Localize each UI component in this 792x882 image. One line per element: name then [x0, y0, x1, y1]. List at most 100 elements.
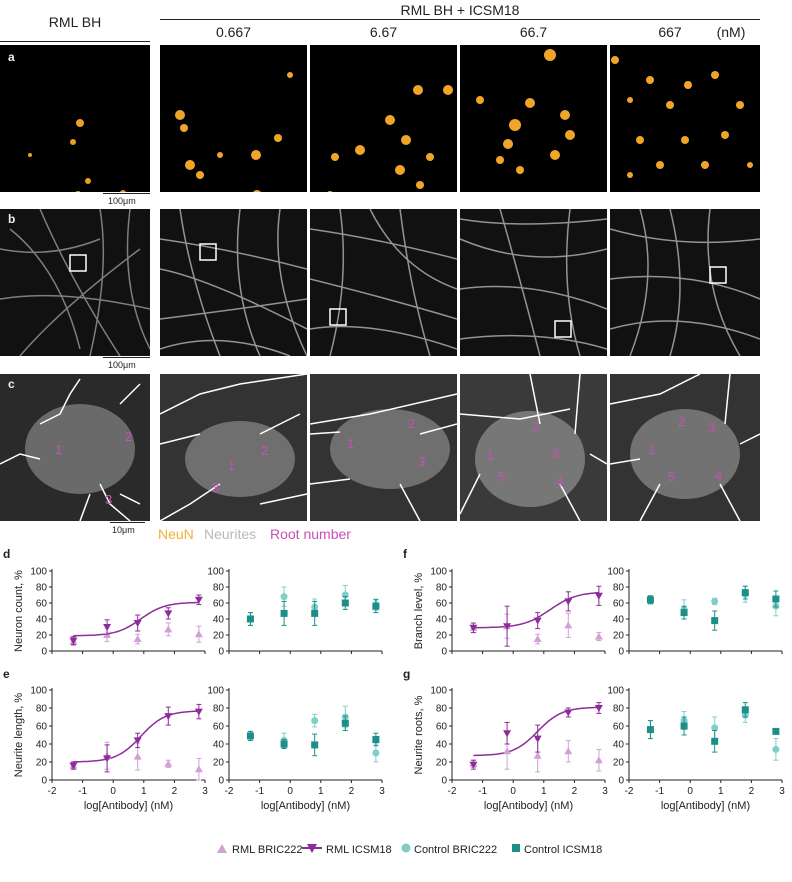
chart-e-control: 0 20 40 60 80 100 -2 -1 0 1 2 3 log[Antibody] (nM): [207, 686, 385, 813]
y-tick-label: 60: [436, 722, 448, 733]
data-point: [133, 737, 142, 745]
y-tick-label: 0: [218, 776, 224, 787]
circle-icon: [401, 843, 411, 853]
concentration-label-4: 667: [658, 24, 682, 40]
y-tick-label: 20: [613, 631, 625, 642]
data-point: [133, 620, 142, 627]
y-tick-label: 80: [613, 583, 625, 594]
y-axis-label: Neuron count, %: [13, 570, 25, 652]
neurite-image-667b: [460, 209, 607, 356]
zoom-image-667: 1 2 3: [310, 374, 457, 521]
y-tick-label: 20: [36, 758, 48, 769]
y-tick-label: 0: [41, 776, 47, 787]
x-tick-label: -2: [225, 786, 234, 797]
root-number: 3: [708, 420, 716, 435]
y-axis-label: Branch level, %: [413, 573, 425, 650]
data-point: [372, 602, 380, 610]
series-legend: RML BRIC222 RML ICSM18 Control BRIC222 C…: [217, 843, 602, 856]
y-tick-label: 40: [36, 615, 48, 626]
x-axis-label: log[Antibody] (nM): [84, 800, 173, 812]
data-point: [503, 730, 512, 738]
neun-image-667: [310, 45, 457, 192]
x-tick-label: 0: [287, 786, 293, 797]
scale-bar-b: [103, 357, 150, 358]
neun-image-0667: [160, 45, 307, 192]
x-tick-label: 1: [318, 786, 324, 797]
data-point: [594, 592, 603, 600]
concentration-label-3: 66.7: [519, 24, 548, 40]
legend-label: Control ICSM18: [524, 844, 602, 856]
square-icon: [512, 844, 520, 852]
data-point: [280, 740, 288, 748]
scale-bar-c: [110, 522, 145, 523]
y-tick-label: 40: [613, 615, 625, 626]
legend-item-control-icsm18: Control ICSM18: [512, 844, 602, 856]
chart-g-control: 0 20 40 60 80 100 -2 -1 0 1 2 3 log[Antibody] (nM): [607, 686, 785, 813]
x-tick-label: 3: [202, 786, 208, 797]
neurite-image-0667: [160, 209, 307, 356]
data-point: [194, 708, 203, 716]
data-point: [680, 609, 688, 617]
data-point: [564, 747, 573, 755]
unit-label: (nM): [716, 24, 746, 40]
data-point: [711, 724, 719, 732]
data-point: [741, 706, 749, 714]
y-tick-label: 40: [213, 740, 225, 751]
data-point: [533, 617, 542, 625]
neun-image-667b: [460, 45, 607, 192]
root-number: 5: [498, 469, 506, 484]
panel-letter-d: d: [3, 547, 11, 561]
data-point: [311, 741, 319, 749]
data-point: [103, 755, 112, 763]
neurite-image-667c: [610, 209, 760, 356]
y-tick-label: 40: [436, 615, 448, 626]
x-tick-label: 3: [779, 786, 785, 797]
data-point: [503, 747, 512, 755]
y-tick-label: 20: [436, 758, 448, 769]
neun-cells: [28, 119, 126, 192]
data-point: [646, 596, 654, 604]
legend-label: RML ICSM18: [326, 844, 392, 856]
root-number: 2: [125, 429, 133, 444]
data-point: [646, 726, 654, 734]
data-point: [194, 765, 203, 773]
root-number: 1: [347, 436, 355, 451]
neun-image-667c: [610, 45, 760, 192]
y-tick-label: 0: [441, 647, 447, 658]
y-tick-label: 80: [36, 583, 48, 594]
panel-letter-e: e: [3, 667, 10, 681]
zoom-image-667b: 1 2 3 4 5: [460, 374, 607, 521]
fit-curve: [473, 706, 599, 757]
data-point: [372, 749, 380, 757]
root-number: 2: [408, 416, 416, 431]
triangle-down-icon: [307, 844, 317, 853]
data-point: [164, 625, 173, 633]
zoom-image-0667: 1 2 3: [160, 374, 307, 521]
x-tick-label: -1: [255, 786, 264, 797]
x-axis-label: log[Antibody] (nM): [261, 800, 350, 812]
data-point: [246, 732, 254, 740]
x-tick-label: 0: [110, 786, 116, 797]
data-point: [133, 752, 142, 760]
root-number: 3: [552, 446, 560, 461]
y-tick-label: 60: [613, 722, 625, 733]
data-point: [594, 756, 603, 764]
y-tick-label: 40: [213, 615, 225, 626]
data-point: [133, 635, 142, 642]
x-tick-label: 0: [510, 786, 516, 797]
data-point: [341, 599, 349, 607]
y-tick-label: 40: [613, 740, 625, 751]
x-tick-label: 3: [379, 786, 385, 797]
data-point: [103, 624, 112, 631]
y-tick-label: 100: [207, 686, 224, 697]
x-tick-label: 0: [687, 786, 693, 797]
y-tick-label: 0: [441, 776, 447, 787]
y-tick-label: 20: [613, 758, 625, 769]
root-number: 1: [55, 442, 63, 457]
data-point: [469, 761, 478, 769]
concentration-label-1: 0.667: [215, 24, 252, 40]
x-tick-label: 1: [541, 786, 547, 797]
x-tick-label: -2: [448, 786, 457, 797]
concentration-label-2: 6.67: [369, 24, 398, 40]
